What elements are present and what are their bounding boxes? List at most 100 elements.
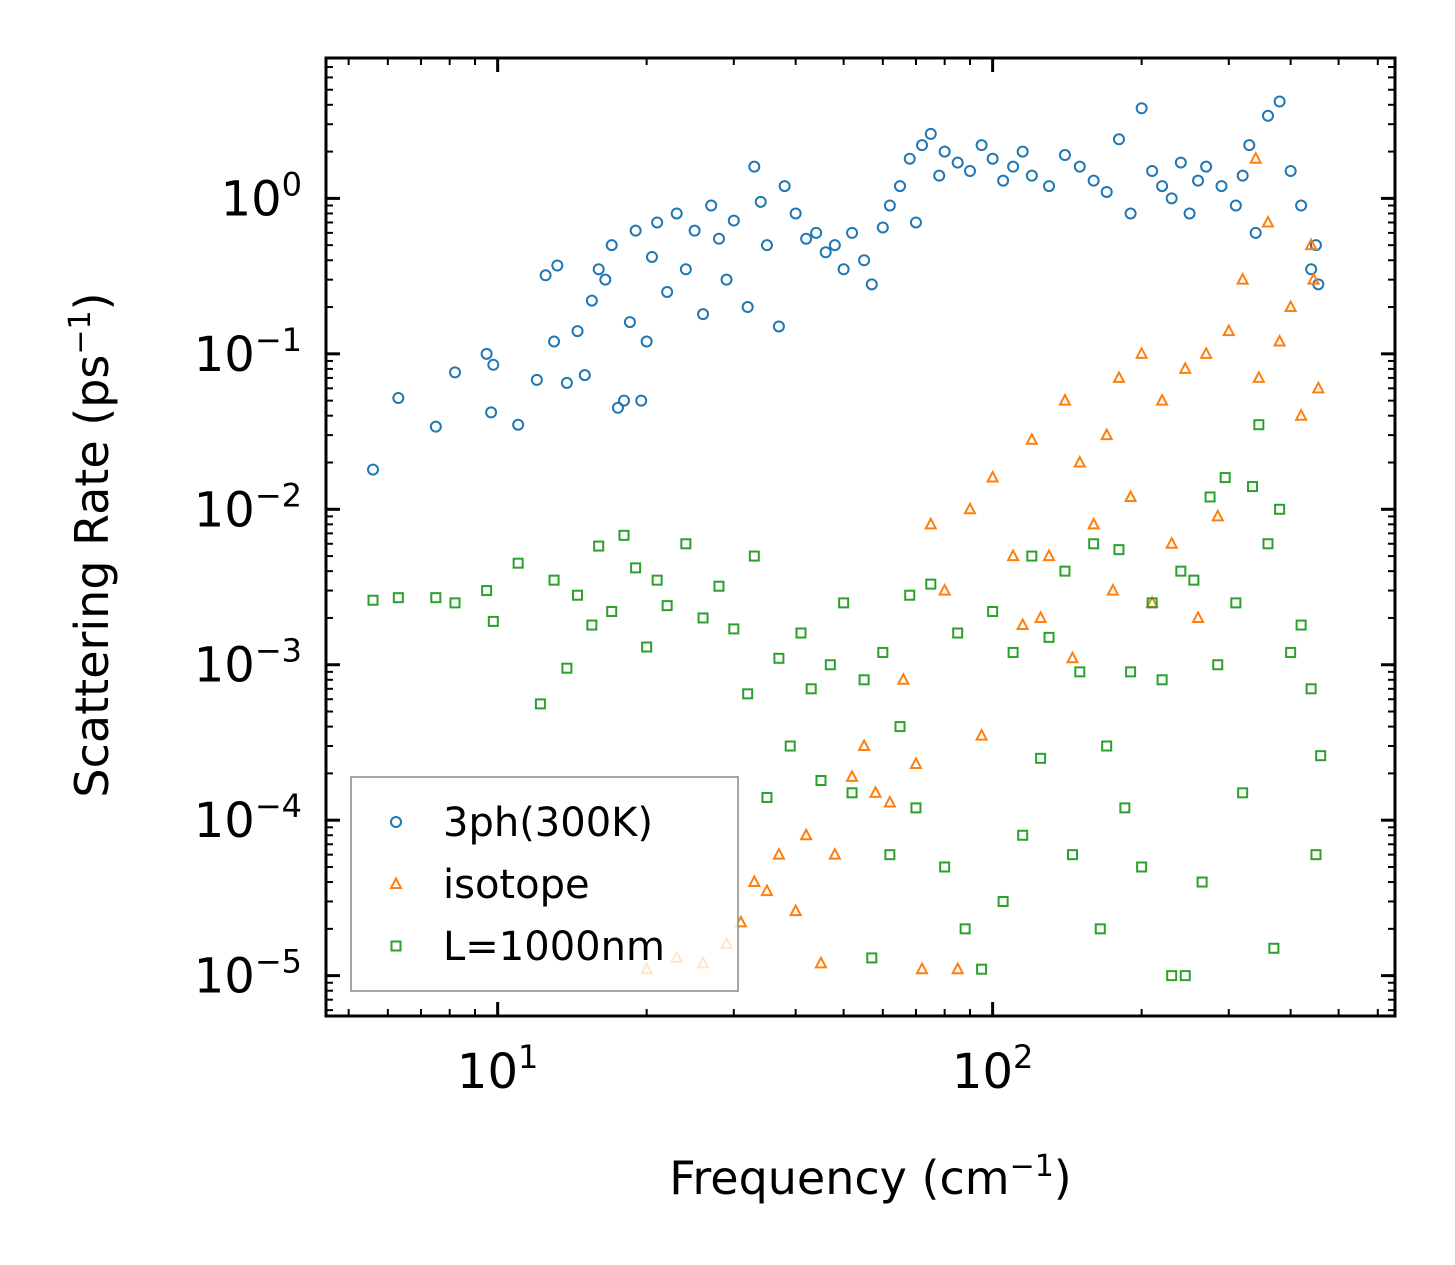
data-point xyxy=(1087,516,1101,530)
data-point xyxy=(1261,109,1274,122)
data-point xyxy=(925,578,937,590)
data-point xyxy=(1219,472,1231,484)
data-point xyxy=(1166,970,1178,982)
data-point xyxy=(909,216,922,229)
data-point xyxy=(1179,970,1191,982)
data-point xyxy=(578,369,591,382)
data-point xyxy=(1310,849,1322,861)
data-point xyxy=(571,325,584,338)
data-point xyxy=(1274,503,1286,515)
data-point xyxy=(1073,160,1086,173)
data-point xyxy=(713,580,725,592)
data-point xyxy=(429,420,442,433)
data-point xyxy=(1252,370,1266,383)
x-tick-label: 102 xyxy=(952,1038,1033,1100)
y-tick-label-exp: 0 xyxy=(282,165,302,203)
data-point xyxy=(858,674,870,686)
legend-marker xyxy=(390,816,402,828)
data-point xyxy=(1007,646,1019,658)
y-axis-label-end: ) xyxy=(65,292,119,310)
x-axis-label: Frequency (cm−1) xyxy=(669,1149,1072,1205)
data-point xyxy=(1229,199,1242,212)
y-tick-label-base: 10 xyxy=(194,949,255,1005)
data-point xyxy=(1017,829,1029,841)
data-point xyxy=(952,627,964,639)
data-point xyxy=(846,787,858,799)
data-point xyxy=(512,557,524,569)
data-point xyxy=(1311,380,1325,394)
data-point xyxy=(1215,180,1228,193)
data-point xyxy=(858,254,871,267)
data-point xyxy=(512,418,525,431)
data-point xyxy=(772,847,786,860)
data-point xyxy=(630,562,642,574)
data-point xyxy=(1067,849,1079,861)
data-point xyxy=(1178,361,1192,374)
data-point xyxy=(1136,861,1148,873)
data-point xyxy=(534,698,546,710)
data-point xyxy=(741,301,754,314)
data-point xyxy=(1025,169,1038,182)
y-tick-label: 10−5 xyxy=(194,943,302,1005)
data-point xyxy=(828,239,841,252)
data-point xyxy=(974,727,989,741)
data-point xyxy=(481,585,493,597)
data-point xyxy=(1295,199,1308,212)
data-point xyxy=(894,180,907,193)
data-point xyxy=(805,683,817,695)
series-layer xyxy=(367,95,1327,982)
data-point xyxy=(800,232,813,245)
data-point xyxy=(629,224,642,237)
series-1 xyxy=(639,151,1325,975)
data-point xyxy=(623,316,636,329)
data-point xyxy=(1285,646,1297,658)
x-axis-label-sup: −1 xyxy=(1010,1149,1054,1184)
data-point xyxy=(1088,538,1100,550)
data-point xyxy=(1204,491,1216,503)
data-point xyxy=(938,582,952,596)
data-point xyxy=(846,226,859,239)
data-point xyxy=(742,688,754,700)
data-point xyxy=(1007,160,1020,173)
data-point xyxy=(697,308,710,321)
data-point xyxy=(1025,432,1039,445)
data-point xyxy=(845,769,859,782)
legend-marker xyxy=(389,876,403,889)
data-point xyxy=(1119,802,1131,814)
data-point xyxy=(367,463,380,476)
data-point xyxy=(747,874,761,888)
data-point xyxy=(963,501,977,515)
data-point xyxy=(1094,923,1106,935)
data-point xyxy=(915,961,929,975)
data-point xyxy=(1247,481,1259,493)
data-point xyxy=(1236,169,1249,182)
data-point xyxy=(1211,508,1225,522)
x-axis-label-main: Frequency (cm xyxy=(669,1151,1009,1205)
data-point xyxy=(951,961,965,975)
legend-label: isotope xyxy=(443,862,590,908)
data-point xyxy=(904,589,916,601)
data-point xyxy=(916,139,929,152)
data-point xyxy=(561,662,573,674)
data-point xyxy=(605,239,618,252)
y-tick-label-exp: −3 xyxy=(255,632,302,670)
data-point xyxy=(924,127,937,140)
data-point xyxy=(572,589,584,601)
data-point xyxy=(599,273,612,286)
data-point xyxy=(1222,323,1236,337)
data-point xyxy=(720,273,733,286)
data-point xyxy=(1016,617,1030,631)
data-point xyxy=(705,199,718,212)
data-point xyxy=(760,239,773,252)
data-point xyxy=(641,641,653,653)
data-point xyxy=(828,847,842,860)
data-point xyxy=(924,516,938,530)
x-tick-label-base: 10 xyxy=(952,1044,1013,1100)
x-tick-label-base: 10 xyxy=(457,1044,518,1100)
data-point xyxy=(1125,666,1137,678)
data-point xyxy=(789,903,803,917)
data-point xyxy=(635,394,648,407)
data-point xyxy=(1191,610,1205,623)
x-tick-label-exp: 1 xyxy=(518,1038,538,1076)
